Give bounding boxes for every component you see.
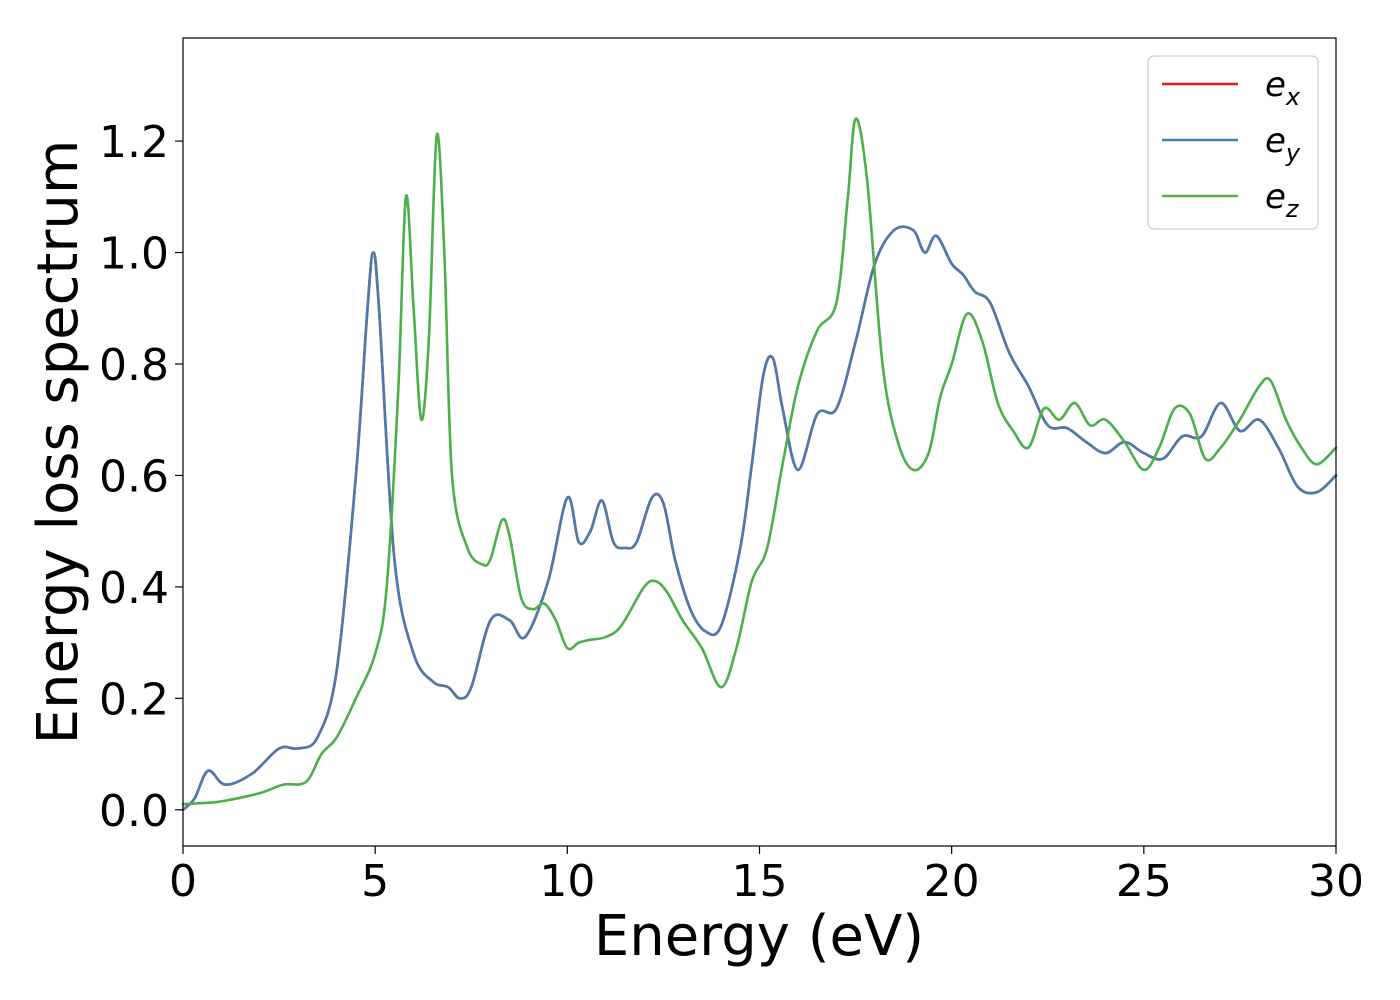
legend-label-main: e (1265, 121, 1286, 161)
legend-label-main: e (1265, 177, 1286, 217)
y-tick-label: 1.2 (99, 117, 169, 168)
x-tick-label: 25 (1116, 856, 1172, 907)
y-axis: 0.0 0.2 0.4 0.6 0.8 1.0 1.2 (99, 117, 183, 837)
legend-frame (1147, 55, 1319, 230)
legend-label-ez: ez (1265, 177, 1300, 223)
series-line-ey (181, 225, 1338, 812)
y-tick-label: 0.0 (99, 786, 169, 837)
y-tick-label: 1.0 (99, 229, 169, 280)
x-axis-title: Energy (eV) (594, 904, 924, 969)
y-axis-title: Energy loss spectrum (26, 140, 91, 745)
y-tick-label: 0.2 (99, 674, 169, 725)
legend-label-subscript: y (1285, 139, 1301, 167)
x-tick-label: 5 (361, 856, 389, 907)
legend-label-subscript: x (1285, 83, 1301, 111)
plot-background (183, 38, 1336, 846)
x-tick-label: 15 (732, 856, 788, 907)
y-tick-label: 0.8 (99, 340, 169, 391)
legend-label-subscript: z (1285, 195, 1300, 223)
legend-label-ey: ey (1265, 121, 1301, 167)
y-tick-label: 0.6 (99, 451, 169, 502)
x-tick-label: 10 (539, 856, 595, 907)
x-tick-label: 0 (169, 856, 197, 907)
x-axis: 0 5 10 15 20 25 30 (169, 846, 1364, 907)
x-tick-label: 20 (924, 856, 980, 907)
legend-label-main: e (1265, 65, 1286, 105)
x-tick-label: 30 (1308, 856, 1364, 907)
y-tick-label: 0.4 (99, 563, 169, 614)
legend-label-ex: ex (1265, 65, 1301, 111)
series-layer (181, 117, 1338, 812)
series-line-ez (181, 117, 1338, 806)
